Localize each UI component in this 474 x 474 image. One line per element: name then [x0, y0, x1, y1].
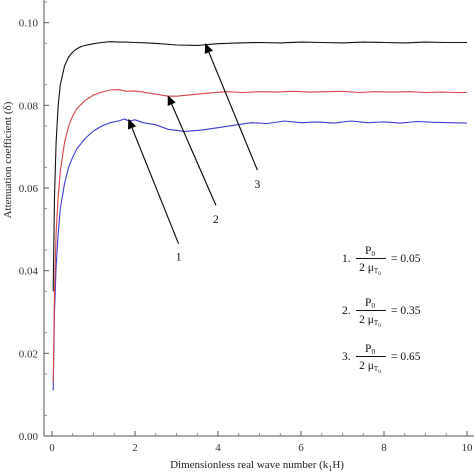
- y-tick-label: 0.10: [19, 18, 39, 30]
- series-line-3: [52, 41, 467, 292]
- y-ticks: 0.00 0.02 0.04 0.06 0.08 0.10: [19, 1, 49, 443]
- series-line-1: [52, 118, 468, 391]
- legend-denominator: 2 μT0: [359, 360, 381, 375]
- x-tick-label: 6: [298, 442, 304, 454]
- y-axis-label: Attenuation coefficient (δ): [2, 101, 14, 218]
- x-axis-label-tail: H): [332, 459, 344, 471]
- legend-value: = 0.65: [391, 351, 421, 363]
- callout-label-3: 3: [254, 177, 260, 191]
- callout-arrow-3: [204, 43, 258, 171]
- callout-arrow-1: [127, 118, 180, 245]
- legend-numerator: P0: [365, 245, 375, 258]
- legend-value: = 0.35: [391, 305, 421, 317]
- x-axis-label: Dimensionless real wave number (k1H): [170, 459, 344, 473]
- y-tick-label: 0.02: [19, 348, 38, 360]
- x-axis-label-main: Dimensionless real wave number (k: [170, 459, 329, 471]
- y-tick-label: 0.04: [19, 266, 39, 278]
- legend-numerator: P0: [365, 343, 375, 356]
- x-tick-label: 10: [462, 442, 474, 454]
- legend-index: 1.: [342, 253, 351, 265]
- y-tick-label: 0.06: [19, 183, 39, 195]
- legend-denominator: 2 μT0: [359, 262, 381, 277]
- y-tick-label: 0.00: [19, 431, 39, 443]
- legend-denominator: 2 μT0: [359, 314, 381, 329]
- callout-label-2: 2: [213, 212, 219, 226]
- legend-index: 2.: [342, 305, 351, 317]
- x-tick-label: 4: [215, 442, 221, 454]
- x-tick-label: 2: [132, 442, 138, 454]
- x-tick-label: 0: [49, 442, 55, 454]
- legend-numerator: P0: [365, 297, 375, 310]
- callout-arrow-2: [167, 95, 217, 206]
- annotation-layer: 1 2 3: [127, 43, 260, 263]
- legend-entry-3: 3. P0 2 μT0 = 0.65: [342, 343, 421, 375]
- legend-entry-2: 2. P0 2 μT0 = 0.35: [342, 297, 421, 329]
- callout-label-1: 1: [176, 249, 182, 263]
- x-axis-label-sub: 1: [328, 464, 332, 473]
- legend-entry-1: 1. P0 2 μT0 = 0.05: [342, 245, 421, 277]
- legend: 1. P0 2 μT0 = 0.05 2. P0 2 μT0 = 0.35 3. P0 2 μT0 =…: [342, 245, 421, 375]
- legend-index: 3.: [342, 351, 351, 363]
- series-line-2: [52, 89, 467, 383]
- y-tick-label: 0.08: [19, 100, 39, 112]
- legend-value: = 0.05: [391, 253, 421, 265]
- series-layer: [52, 41, 468, 391]
- x-tick-label: 8: [381, 442, 387, 454]
- x-ticks: 0 2 4 6 8 10: [49, 431, 473, 454]
